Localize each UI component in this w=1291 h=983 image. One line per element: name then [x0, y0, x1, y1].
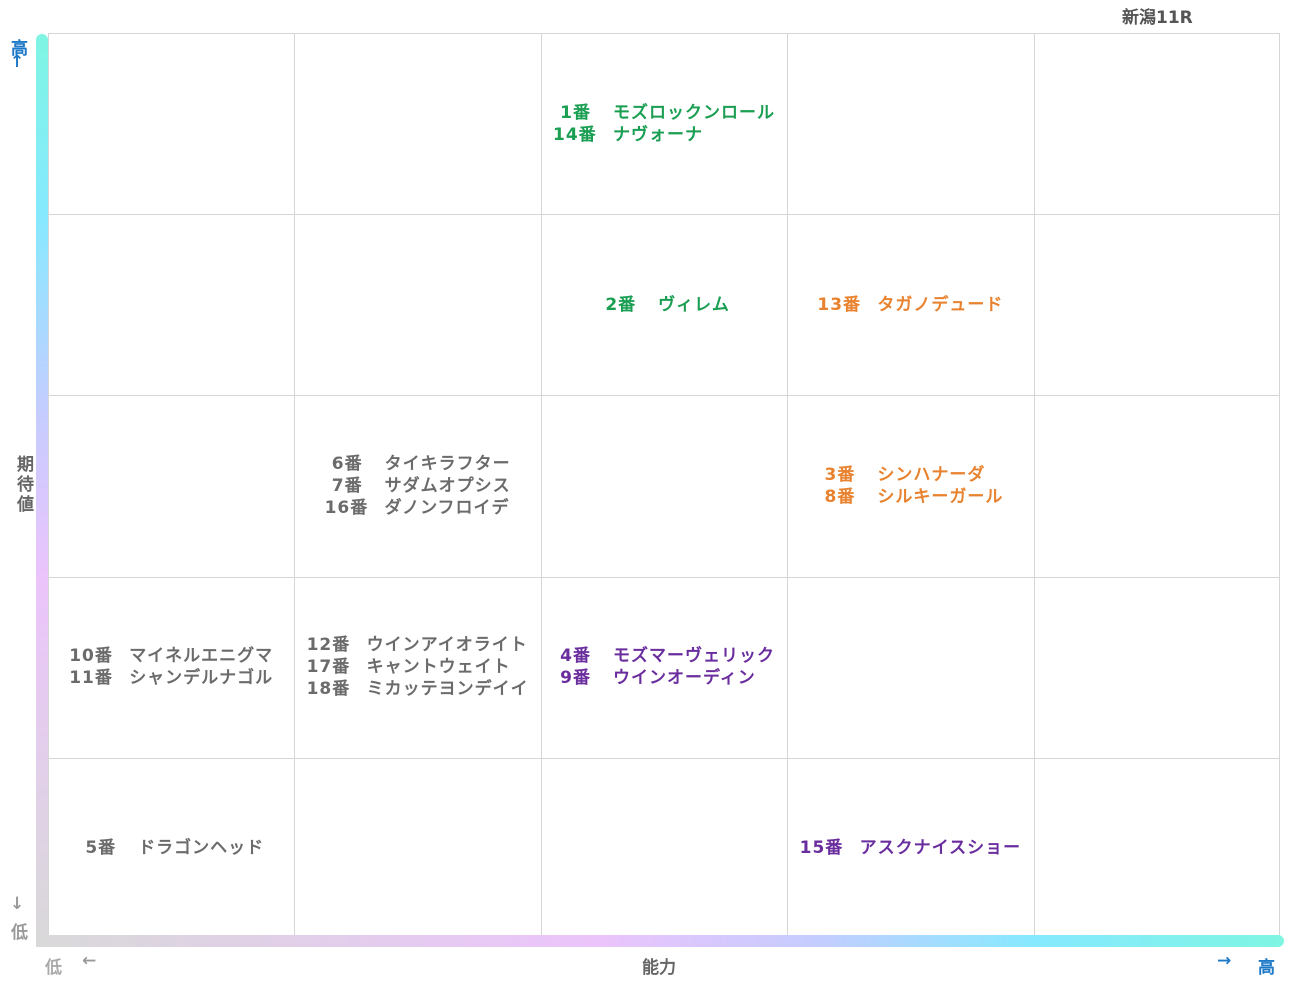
horse-name: ナヴォーナ	[612, 124, 703, 145]
horse-number: 5番	[85, 838, 117, 859]
arrow-left-icon: ←	[82, 951, 97, 971]
horse-entry: 2番 ヴィレム	[598, 294, 730, 316]
horse-name: タガノデュード	[877, 294, 1004, 315]
horse-name: ミカッテヨンデイイ	[366, 679, 529, 700]
grid-hline	[48, 33, 1280, 34]
horse-name: ドラゴンヘッド	[138, 838, 265, 859]
cell-entries: 3番 シンハナーダ 8番 シルキーガール	[817, 464, 1003, 508]
horse-entry: 4番 モズマーヴェリック	[553, 645, 775, 667]
grid-vline	[787, 33, 789, 939]
horse-entry: 9番 ウインオーディン	[553, 667, 775, 689]
horse-number: 3番	[824, 464, 856, 485]
horse-name: シンハナーダ	[877, 464, 986, 485]
grid-cell: 3番 シンハナーダ 8番 シルキーガール	[787, 395, 1033, 576]
grid-vline	[1033, 33, 1035, 939]
horse-number: 8番	[824, 486, 856, 507]
horse-entry: 3番 シンハナーダ	[817, 464, 1003, 486]
horse-entry: 14番 ナヴォーナ	[553, 124, 775, 146]
horse-number: 1番	[560, 102, 591, 123]
x-axis-bar	[36, 935, 1284, 947]
horse-number: 9番	[560, 668, 591, 689]
horse-entry: 17番 キャントウェイト	[307, 656, 529, 678]
horse-number: 6番	[331, 453, 363, 474]
horse-entry: 7番 サダムオプシス	[325, 475, 511, 497]
grid-vline	[1279, 33, 1280, 939]
grid-vline	[540, 33, 542, 939]
horse-name: シャンデルナゴル	[129, 668, 274, 689]
horse-entry: 11番 シャンデルナゴル	[69, 667, 273, 689]
grid-cell: 10番 マイネルエニグマ 11番 シャンデルナゴル	[48, 577, 294, 758]
horse-number: 13番	[817, 294, 862, 315]
horse-name: モズマーヴェリック	[612, 646, 775, 667]
horse-entry: 16番 ダノンフロイデ	[325, 497, 511, 519]
horse-entry: 6番 タイキラフター	[325, 453, 511, 475]
horse-number: 12番	[306, 635, 351, 656]
horse-name: シルキーガール	[877, 486, 1004, 507]
grid-cell: 6番 タイキラフター 7番 サダムオプシス 16番 ダノンフロイデ	[294, 395, 540, 576]
arrow-down-icon: ↓	[10, 894, 25, 914]
horse-number: 17番	[306, 657, 351, 678]
horse-entry: 13番 タガノデュード	[817, 294, 1003, 316]
horse-name: アスクナイスショー	[859, 838, 1022, 859]
horse-name: サダムオプシス	[384, 475, 511, 496]
cell-entries: 10番 マイネルエニグマ 11番 シャンデルナゴル	[69, 645, 273, 689]
horse-entry: 8番 シルキーガール	[817, 486, 1003, 508]
horse-entry: 1番 モズロックンロール	[553, 102, 775, 124]
grid-hline	[48, 576, 1280, 578]
horse-name: タイキラフター	[384, 453, 511, 474]
x-axis-low-label: 低	[45, 958, 62, 978]
cell-entries: 1番 モズロックンロール 14番 ナヴォーナ	[553, 102, 775, 146]
cell-entries: 12番 ウインアイオライト 17番 キャントウェイト 18番 ミカッテヨンデイイ	[307, 634, 529, 700]
arrow-right-icon: →	[1217, 951, 1232, 971]
horse-number: 18番	[306, 679, 351, 700]
y-axis-bar	[36, 34, 48, 942]
grid-cell: 13番 タガノデュード	[787, 214, 1033, 395]
grid-hline	[48, 757, 1280, 759]
grid-cell: 5番 ドラゴンヘッド	[48, 758, 294, 939]
horse-name: ヴィレム	[658, 294, 730, 315]
grid-vline	[48, 33, 49, 939]
horse-entry: 5番 ドラゴンヘッド	[78, 837, 264, 859]
chart-grid: 1番 モズロックンロール 14番 ナヴォーナ 2番 ヴィレム 13番 タガノデュード 6番 タイキ…	[48, 33, 1280, 939]
arrow-up-icon: ↑	[10, 52, 25, 72]
horse-number: 14番	[552, 124, 597, 145]
race-title: 新潟11R	[1122, 8, 1193, 28]
horse-entry: 18番 ミカッテヨンデイイ	[307, 678, 529, 700]
y-axis-label: 期待値	[13, 455, 33, 515]
horse-number: 16番	[324, 497, 369, 518]
cell-entries: 2番 ヴィレム	[598, 294, 730, 316]
horse-name: ウインオーディン	[612, 668, 756, 689]
horse-entry: 12番 ウインアイオライト	[307, 634, 529, 656]
horse-name: ダノンフロイデ	[384, 497, 510, 518]
horse-name: ウインアイオライト	[366, 635, 528, 656]
y-axis-high-label: 高	[11, 39, 28, 59]
grid-cell: 4番 モズマーヴェリック 9番 ウインオーディン	[541, 577, 787, 758]
horse-entry: 10番 マイネルエニグマ	[69, 645, 273, 667]
x-axis-high-label: 高	[1258, 958, 1275, 978]
cell-entries: 4番 モズマーヴェリック 9番 ウインオーディン	[553, 645, 775, 689]
grid-cell: 2番 ヴィレム	[541, 214, 787, 395]
horse-number: 4番	[560, 646, 591, 667]
x-axis-label: 能力	[642, 958, 676, 978]
horse-number: 11番	[69, 668, 113, 689]
horse-name: マイネルエニグマ	[129, 646, 274, 667]
grid-cell: 15番 アスクナイスショー	[787, 758, 1033, 939]
horse-number: 2番	[605, 294, 637, 315]
cell-entries: 15番 アスクナイスショー	[800, 837, 1022, 859]
horse-entry: 15番 アスクナイスショー	[800, 837, 1022, 859]
horse-number: 15番	[799, 838, 844, 859]
horse-name: モズロックンロール	[612, 102, 775, 123]
cell-entries: 5番 ドラゴンヘッド	[78, 837, 264, 859]
cell-entries: 6番 タイキラフター 7番 サダムオプシス 16番 ダノンフロイデ	[325, 453, 511, 519]
grid-hline	[48, 395, 1280, 397]
horse-number: 10番	[69, 646, 113, 667]
grid-hline	[48, 214, 1280, 216]
grid-vline	[294, 33, 296, 939]
horse-number: 7番	[331, 475, 363, 496]
cell-entries: 13番 タガノデュード	[817, 294, 1003, 316]
grid-cell: 12番 ウインアイオライト 17番 キャントウェイト 18番 ミカッテヨンデイイ	[294, 577, 540, 758]
horse-name: キャントウェイト	[366, 657, 511, 678]
grid-cell: 1番 モズロックンロール 14番 ナヴォーナ	[541, 33, 787, 214]
y-axis-low-label: 低	[11, 923, 28, 943]
